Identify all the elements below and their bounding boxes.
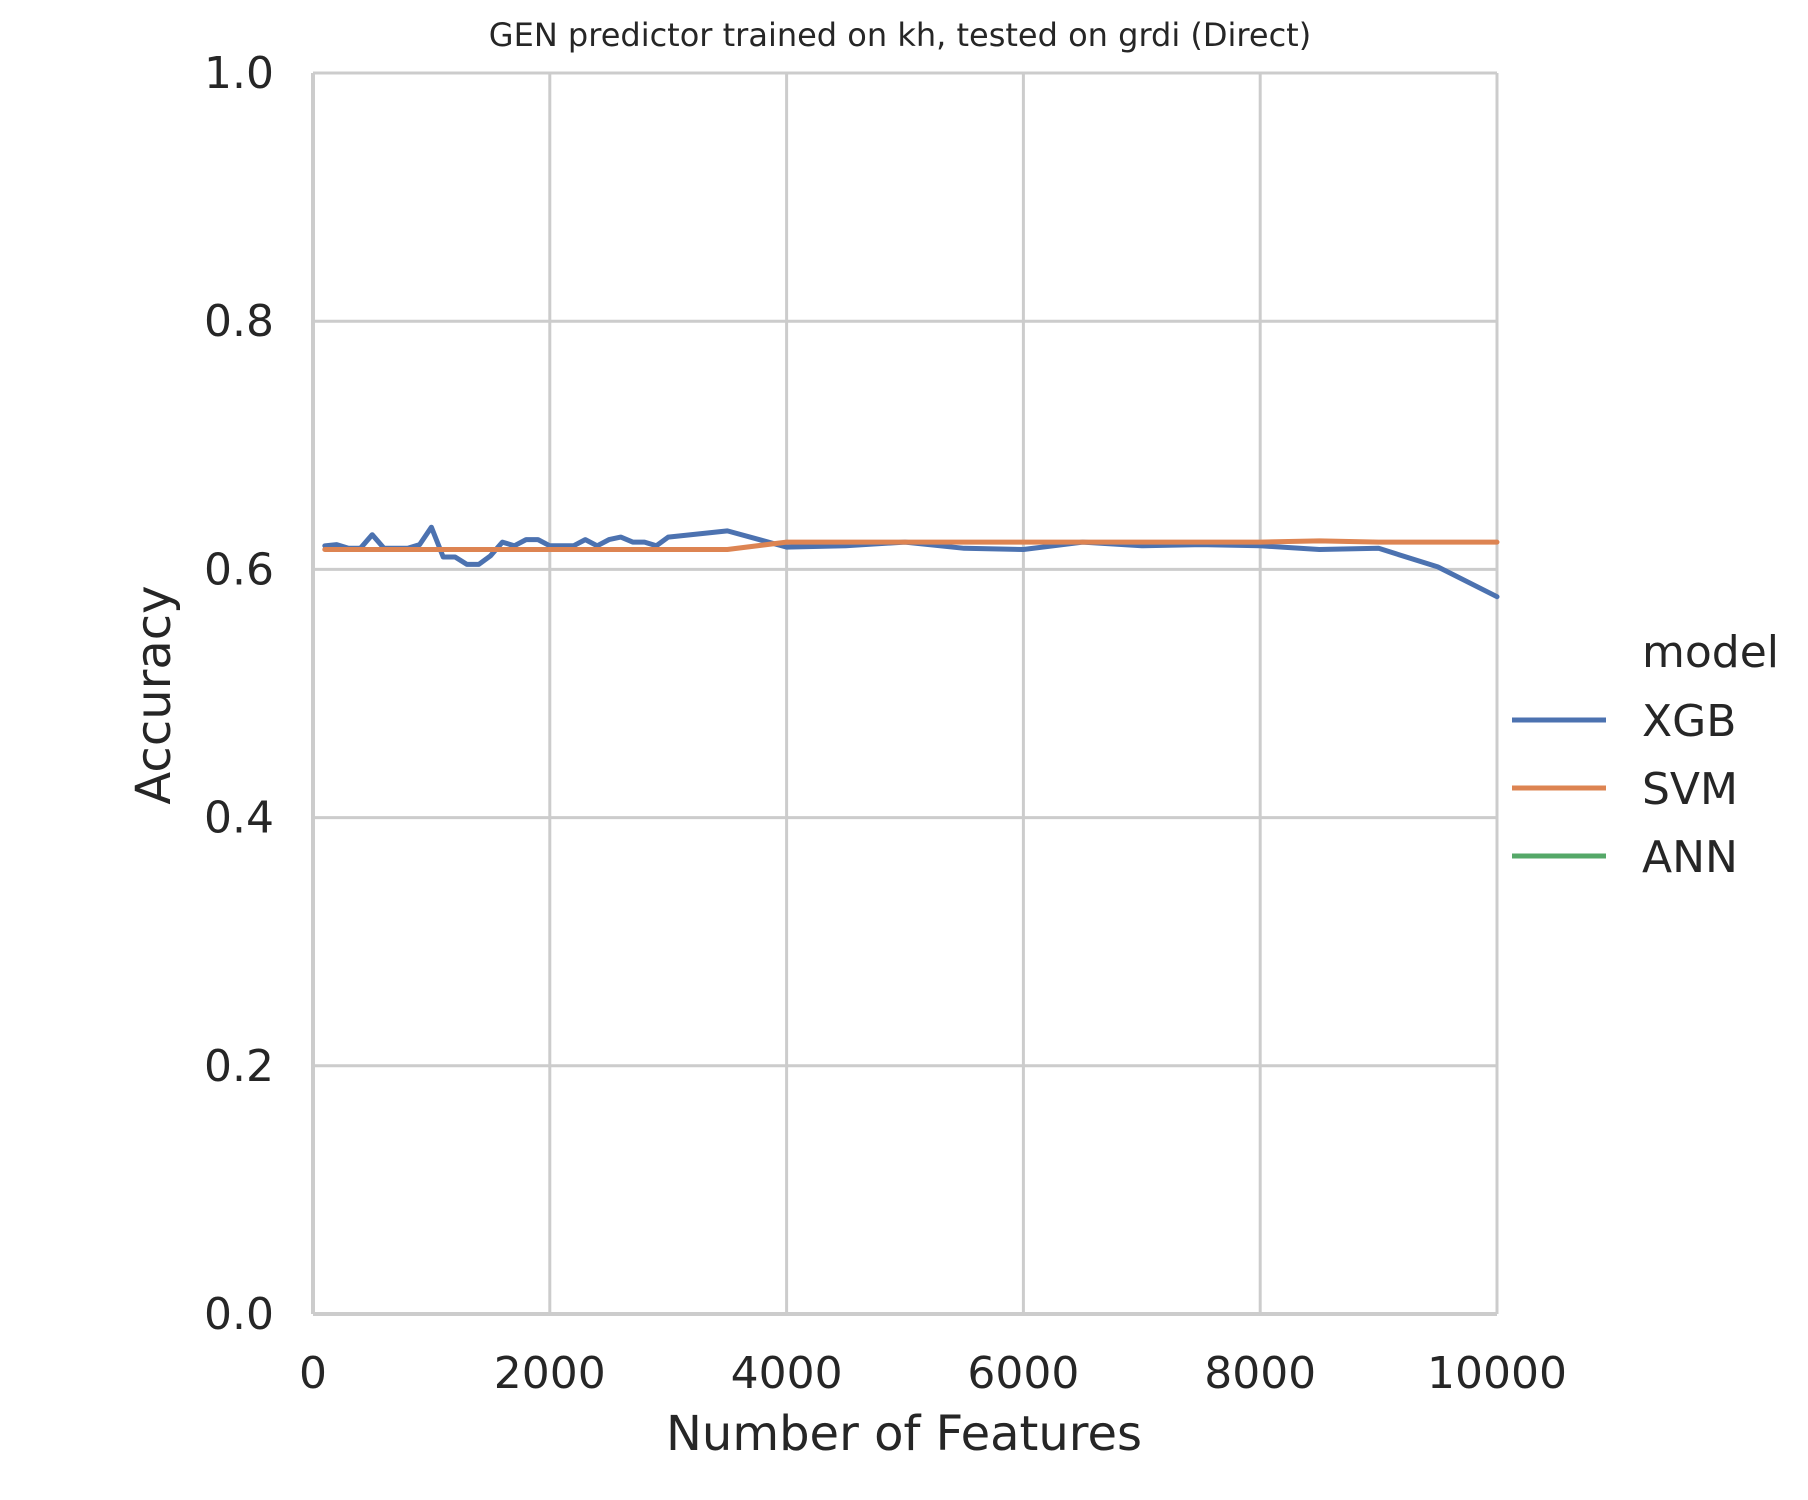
legend-label-svm: SVM: [1642, 764, 1738, 815]
y-tick-label: 0.2: [204, 1041, 274, 1092]
grid: [311, 71, 1499, 1316]
y-tick-label: 0.6: [204, 544, 274, 595]
y-tick-label: 0.8: [204, 296, 274, 347]
x-tick-label: 10000: [1427, 1348, 1567, 1399]
x-axis-label: Number of Features: [666, 1406, 1142, 1462]
chart-title: GEN predictor trained on kh, tested on g…: [489, 16, 1311, 54]
series-lines: [322, 524, 1500, 600]
x-tick-label: 6000: [967, 1348, 1079, 1399]
legend-title: model: [1642, 627, 1779, 678]
y-tick-labels: 0.0 0.2 0.4 0.6 0.8 1.0: [204, 48, 274, 1340]
legend-label-ann: ANN: [1642, 832, 1738, 883]
series-line-svm: [322, 538, 1500, 552]
y-tick-label: 0.0: [204, 1289, 274, 1340]
y-axis-label: Accuracy: [126, 585, 182, 804]
x-tick-label: 2000: [494, 1348, 606, 1399]
legend: model XGB SVM ANN: [1512, 627, 1779, 883]
x-tick-labels: 0 2000 4000 6000 8000 10000: [299, 1348, 1567, 1399]
y-tick-label: 0.4: [204, 793, 274, 844]
x-tick-label: 8000: [1204, 1348, 1316, 1399]
y-tick-label: 1.0: [204, 48, 274, 99]
x-tick-label: 0: [299, 1348, 327, 1399]
legend-label-xgb: XGB: [1642, 696, 1736, 747]
x-tick-label: 4000: [731, 1348, 843, 1399]
axes: [311, 73, 1497, 1316]
series-line-xgb: [322, 524, 1500, 600]
